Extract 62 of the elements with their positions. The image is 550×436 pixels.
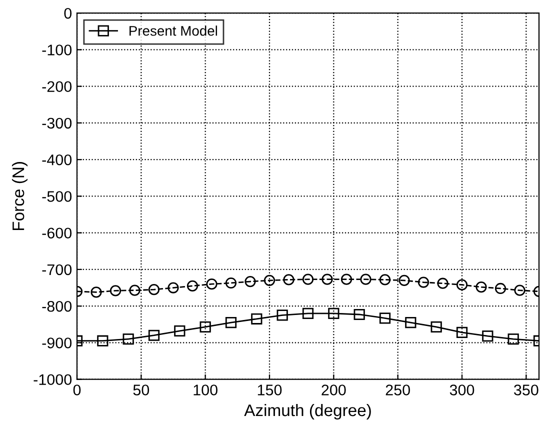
point [508, 333, 519, 345]
point [354, 308, 365, 320]
y-tick-label: -700 [42, 264, 72, 276]
point [340, 274, 352, 285]
point [379, 274, 391, 286]
y-axis-title: Force (N) [12, 162, 28, 230]
y-tick-label: 0 [64, 8, 72, 19]
point [90, 286, 102, 298]
point [322, 274, 333, 285]
y-tick-label: -300 [42, 118, 72, 129]
x-tick-label: 100 [194, 384, 218, 396]
point [148, 284, 160, 296]
point [283, 274, 294, 286]
point [186, 280, 198, 292]
x-tick-label: 350 [514, 384, 538, 396]
point [251, 313, 262, 324]
point [110, 285, 122, 296]
x-tick-label: 250 [386, 384, 410, 396]
point [200, 321, 211, 333]
x-axis-title: Azimuth (degree) [244, 404, 371, 420]
point [398, 274, 410, 286]
legend-label: Present Model [130, 26, 218, 36]
y-tick-label: -600 [42, 228, 72, 239]
point [302, 308, 314, 319]
point [456, 326, 468, 338]
point [456, 279, 468, 290]
point [225, 316, 237, 328]
point [129, 284, 140, 296]
point [302, 274, 314, 285]
point [97, 335, 108, 346]
point [405, 316, 416, 328]
point [244, 276, 256, 288]
point [148, 330, 160, 341]
point [206, 278, 218, 290]
point [418, 276, 430, 288]
x-tick-label: 200 [322, 384, 346, 396]
y-tick-label: -200 [42, 81, 72, 92]
point [122, 333, 134, 345]
point [437, 278, 448, 289]
point [174, 325, 186, 337]
x-tick-label: 300 [450, 384, 474, 396]
point [379, 312, 391, 324]
y-tick-label: -500 [42, 191, 72, 202]
point [328, 308, 340, 319]
y-tick-label: -1000 [34, 374, 72, 386]
x-tick-label: 150 [258, 384, 282, 396]
point [430, 321, 442, 333]
y-tick-label: -400 [42, 154, 72, 166]
point [360, 274, 372, 285]
point [276, 310, 288, 321]
point [514, 284, 526, 296]
y-tick-label: -900 [42, 338, 72, 348]
y-tick-label: -800 [42, 300, 72, 312]
y-tick-label: -100 [42, 44, 72, 56]
point [264, 274, 276, 286]
x-tick-label: 0 [73, 384, 81, 396]
point [476, 281, 487, 293]
point [225, 277, 237, 289]
point [168, 282, 179, 294]
point [482, 330, 494, 342]
x-tick-label: 50 [133, 384, 150, 396]
point [494, 282, 506, 294]
